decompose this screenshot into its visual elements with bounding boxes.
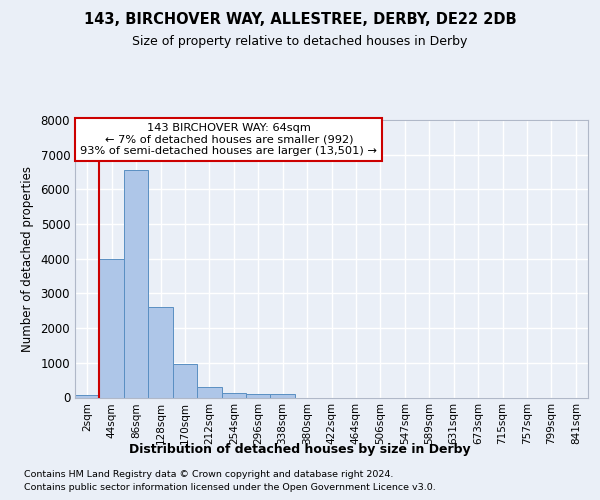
Text: Size of property relative to detached houses in Derby: Size of property relative to detached ho…: [133, 35, 467, 48]
Bar: [271, 394, 295, 398]
Text: Contains HM Land Registry data © Crown copyright and database right 2024.: Contains HM Land Registry data © Crown c…: [24, 470, 394, 479]
Bar: [124, 170, 148, 398]
Text: 143, BIRCHOVER WAY, ALLESTREE, DERBY, DE22 2DB: 143, BIRCHOVER WAY, ALLESTREE, DERBY, DE…: [83, 12, 517, 28]
Bar: [148, 306, 173, 398]
Text: Distribution of detached houses by size in Derby: Distribution of detached houses by size …: [129, 442, 471, 456]
Bar: [75, 394, 100, 398]
Text: 143 BIRCHOVER WAY: 64sqm
← 7% of detached houses are smaller (992)
93% of semi-d: 143 BIRCHOVER WAY: 64sqm ← 7% of detache…: [80, 123, 377, 156]
Bar: [246, 394, 271, 398]
Bar: [221, 393, 246, 398]
Bar: [197, 386, 221, 398]
Y-axis label: Number of detached properties: Number of detached properties: [20, 166, 34, 352]
Text: Contains public sector information licensed under the Open Government Licence v3: Contains public sector information licen…: [24, 482, 436, 492]
Bar: [100, 260, 124, 398]
Bar: [173, 364, 197, 398]
